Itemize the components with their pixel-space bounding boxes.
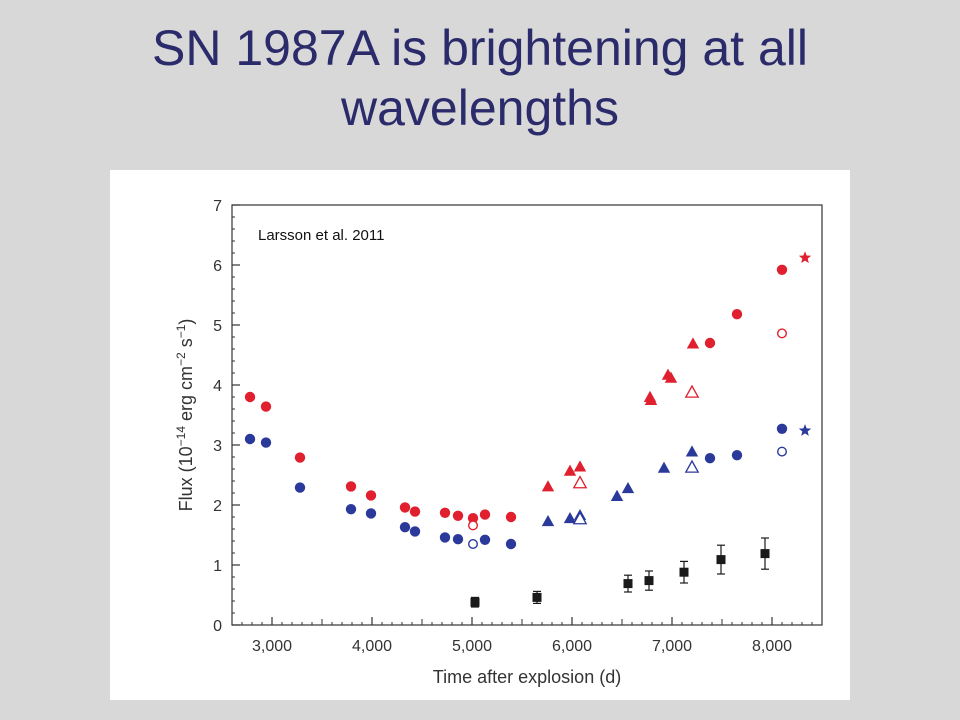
plot-frame	[231, 204, 823, 626]
blue-triangle-open-point	[572, 511, 588, 525]
red-circle-point	[244, 391, 256, 403]
red-circle-open-point	[777, 328, 788, 339]
blue-triangle-point	[657, 461, 671, 473]
slide-title-line1: SN 1987A is brightening at all	[152, 20, 808, 76]
y-tick-label: 2	[213, 498, 222, 515]
blue-triangle-open-point	[684, 459, 700, 473]
red-circle-point	[409, 506, 421, 517]
blue-triangle-point	[610, 489, 624, 501]
blue-triangle-point	[621, 482, 635, 494]
black-square-point	[470, 597, 480, 607]
axis-ticks: 3,000 4,000 5,000 6,000 7,000 8,000 0 1 2 3 4 5 6 7	[213, 198, 813, 655]
y-tick-label: 7	[213, 198, 222, 215]
red-circle-point	[505, 511, 517, 523]
black-square-point	[716, 555, 726, 565]
blue-triangle-point	[685, 445, 699, 457]
red-star-point	[798, 251, 812, 264]
red-triangle-open-point	[572, 475, 588, 489]
blue-circle-point	[345, 504, 357, 515]
red-triangle-point	[541, 480, 555, 492]
x-tick-label: 4,000	[352, 638, 392, 655]
x-tick-label: 6,000	[552, 638, 592, 655]
red-circle-point	[731, 309, 743, 320]
x-tick-label: 8,000	[752, 638, 792, 655]
red-circle-point	[365, 490, 377, 501]
black-square-point	[532, 592, 542, 602]
blue-triangle-point	[541, 515, 555, 527]
y-tick-label: 1	[213, 558, 222, 575]
blue-circle-point	[365, 508, 377, 519]
blue-triangle-point	[563, 512, 577, 524]
chart-panel: 3,000 4,000 5,000 6,000 7,000 8,000 0 1 2 3 4 5 6 7 L…	[110, 170, 850, 700]
blue-circle-point	[704, 453, 716, 464]
y-tick-label: 4	[213, 378, 222, 395]
blue-circle-point	[399, 522, 411, 533]
y-tick-label: 3	[213, 438, 222, 455]
y-tick-label: 5	[213, 318, 222, 335]
y-tick-label: 6	[213, 258, 222, 275]
slide-title: SN 1987A is brightening at all wavelengt…	[0, 18, 960, 138]
blue-circle-point	[244, 433, 256, 445]
red-circle-point	[439, 507, 451, 518]
red-circle-point	[399, 502, 411, 513]
black-square-point	[760, 549, 770, 559]
blue-circle-point	[505, 538, 517, 550]
y-axis-label: Flux (10−14 erg cm−2 s−1)	[174, 319, 196, 512]
blue-circle-point	[776, 423, 788, 434]
red-circle-point	[345, 481, 357, 492]
red-triangle-point	[686, 337, 700, 349]
red-circle-point	[452, 510, 464, 521]
red-triangle-point	[563, 464, 577, 476]
red-triangle-open-point	[684, 384, 700, 398]
red-circle-open-point	[468, 520, 479, 531]
red-circle-point	[467, 513, 479, 524]
blue-star-point	[798, 424, 812, 436]
blue-circle-open-point	[777, 446, 788, 457]
x-axis-label: Time after explosion (d)	[433, 667, 621, 687]
blue-circle-open-point	[468, 539, 479, 550]
black-square-point	[679, 567, 689, 577]
x-tick-label: 5,000	[452, 638, 492, 655]
blue-circle-point	[452, 534, 464, 545]
blue-circle-point	[260, 437, 272, 448]
red-circle-point	[704, 337, 716, 349]
red-circle-point	[479, 509, 491, 520]
slide-title-line2: wavelengths	[341, 80, 619, 136]
red-triangle-point	[664, 371, 678, 383]
y-tick-label: 0	[213, 618, 222, 635]
x-tick-label: 3,000	[252, 638, 292, 655]
x-tick-label: 7,000	[652, 638, 692, 655]
flux-scatter-chart: 3,000 4,000 5,000 6,000 7,000 8,000 0 1 2 3 4 5 6 7 L…	[174, 198, 823, 687]
red-triangle-point	[573, 460, 587, 472]
data-marks	[244, 251, 812, 608]
annotation-larsson: Larsson et al. 2011	[258, 227, 384, 244]
black-square-point	[644, 576, 654, 586]
red-circle-point	[776, 264, 788, 275]
red-circle-point	[260, 401, 272, 412]
black-square-point	[623, 579, 633, 589]
blue-circle-point	[294, 482, 306, 493]
blue-circle-point	[409, 526, 421, 537]
red-circle-point	[294, 452, 306, 463]
blue-circle-point	[731, 450, 743, 461]
blue-circle-point	[479, 534, 491, 545]
red-triangle-point	[644, 393, 658, 405]
blue-circle-point	[439, 532, 451, 543]
